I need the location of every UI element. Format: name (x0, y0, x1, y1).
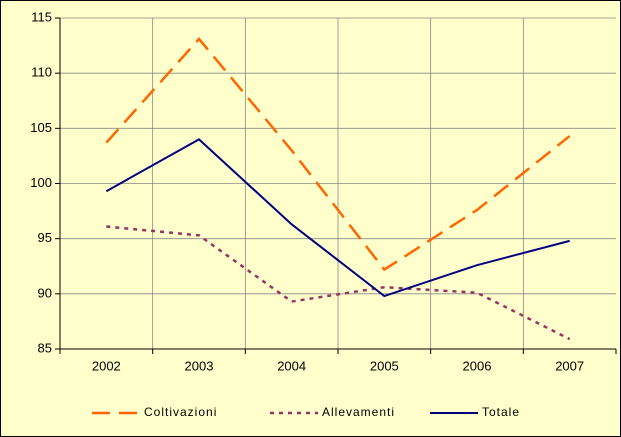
x-tick-label: 2002 (92, 358, 121, 373)
y-tick-label: 100 (30, 175, 52, 190)
series-line (106, 225, 571, 341)
y-tick-label: 85 (38, 340, 52, 355)
x-tick-label: 2004 (277, 358, 306, 373)
x-tick-label: 2006 (463, 358, 492, 373)
y-tick-label: 110 (31, 65, 52, 80)
y-tick-label: 105 (30, 120, 52, 135)
legend-label: Allevamenti (322, 405, 395, 419)
legend-label: Coltivazioni (144, 405, 217, 419)
x-tick-label: 2005 (370, 358, 399, 373)
y-tick-label: 95 (38, 230, 52, 245)
legend-label: Totale (482, 405, 520, 419)
x-tick-label: 2003 (185, 358, 214, 373)
y-tick-label: 90 (38, 285, 52, 300)
series-line (105, 37, 571, 272)
x-tick-label: 2007 (555, 358, 584, 373)
y-tick-label: 115 (31, 9, 52, 24)
series-line (105, 138, 570, 298)
